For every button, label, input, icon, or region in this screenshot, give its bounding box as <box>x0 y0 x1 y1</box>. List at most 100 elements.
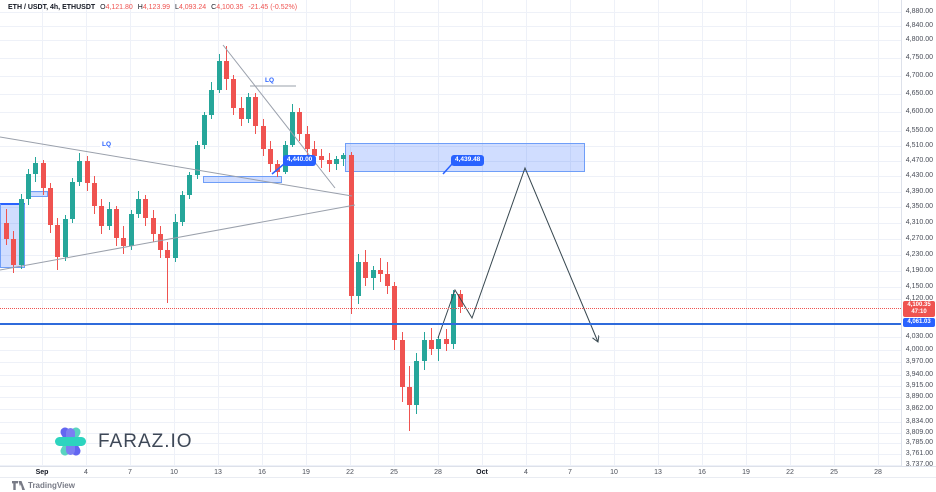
price-label-bubble[interactable]: 4,439.48 <box>451 155 485 166</box>
grid-line-v <box>482 0 483 466</box>
candle-body <box>33 162 39 175</box>
grid-line-h <box>0 191 901 193</box>
grid-line-h <box>0 454 901 456</box>
time-axis-label: 13 <box>214 469 222 476</box>
grid-line-h <box>0 238 901 240</box>
grid-line-h <box>0 443 901 445</box>
price-axis-label: 3,809.00 <box>905 428 933 436</box>
grid-line-h <box>0 93 901 95</box>
time-axis-label: 16 <box>258 469 266 476</box>
close-value: 4,100.35 <box>216 4 244 11</box>
grid-line-h <box>0 362 901 364</box>
time-axis-label: 25 <box>390 469 398 476</box>
candle-body <box>348 154 354 297</box>
hline-axis-label: 4,061.03 <box>903 318 935 327</box>
grid-line-h <box>0 465 901 466</box>
grid-line-h <box>0 270 901 272</box>
price-axis-label: 4,150.00 <box>905 283 933 291</box>
candle-body <box>260 126 266 149</box>
grid-line-v <box>394 0 395 466</box>
candle-body <box>135 198 141 215</box>
price-axis-label: 3,915.00 <box>905 382 933 389</box>
horizontal-price-line[interactable] <box>0 323 901 325</box>
candle-body <box>289 111 295 146</box>
price-axis-label: 3,940.00 <box>905 371 933 379</box>
low-key: L <box>175 4 179 11</box>
price-axis-label: 4,840.00 <box>905 21 933 29</box>
bottom-bar: TradingView <box>0 477 936 492</box>
grid-line-v <box>790 0 791 466</box>
candle-body <box>253 96 259 127</box>
grid-line-v <box>438 0 439 466</box>
grid-line-h <box>0 145 901 147</box>
price-axis-label: 3,890.00 <box>905 392 933 400</box>
last-price-value: 4,100.35 <box>907 302 931 308</box>
price-label-bubble[interactable]: 4,440.00 <box>283 155 317 166</box>
high-key: H <box>137 4 143 11</box>
candle-body <box>267 148 273 164</box>
candle-body <box>216 60 222 90</box>
candle-body <box>392 286 398 341</box>
supply-demand-zone[interactable] <box>28 191 48 197</box>
candle-body <box>150 218 156 234</box>
price-axis-label: 4,030.00 <box>905 332 933 340</box>
candle-body <box>443 338 449 345</box>
candle-body <box>451 294 457 345</box>
candle-body <box>370 269 376 279</box>
grid-line-v <box>86 0 87 466</box>
candle-body <box>143 198 149 219</box>
candle-body <box>245 96 251 119</box>
price-axis-label: 4,190.00 <box>905 266 933 274</box>
candle-body <box>18 199 24 265</box>
time-axis-label: 19 <box>302 469 310 476</box>
candle-body <box>333 158 339 164</box>
asterisk-icon <box>52 423 89 460</box>
time-axis-label: 16 <box>698 469 706 476</box>
candle-body <box>179 194 185 223</box>
tradingview-icon <box>12 481 25 490</box>
price-axis-label: 4,000.00 <box>905 345 933 353</box>
candle-body <box>121 237 127 246</box>
candle-body <box>209 89 215 116</box>
candle-wick <box>372 265 374 291</box>
candle-body <box>99 206 105 226</box>
grid-line-h <box>0 25 901 27</box>
grid-line-v <box>834 0 835 466</box>
price-axis-label: 4,600.00 <box>905 108 933 116</box>
chart-pane[interactable]: 4,440.00 4,439.48 LQ LQ <box>0 0 901 466</box>
time-axis-label: 10 <box>610 469 618 476</box>
time-axis-label: 4 <box>84 469 88 476</box>
candle-wick <box>167 241 169 303</box>
tradingview-attribution[interactable]: TradingView <box>12 481 75 490</box>
candle-body <box>62 218 68 257</box>
price-axis-label: 4,650.00 <box>905 89 933 97</box>
candle-body <box>275 164 281 172</box>
time-axis-label: 4 <box>524 469 528 476</box>
grid-line-h <box>0 75 901 77</box>
candle-body <box>194 145 200 176</box>
price-axis[interactable]: 4,100.35 47:10 4,061.03 4,880.00 4,840.00… <box>901 0 936 468</box>
grid-line-v <box>262 0 263 466</box>
supply-demand-zone[interactable] <box>203 176 282 183</box>
candle-body <box>385 274 391 287</box>
grid-line-h <box>0 386 901 387</box>
candle-body <box>84 160 90 184</box>
time-axis-label: Sep <box>35 469 49 476</box>
symbol-name: ETH / USDT, <box>8 4 49 11</box>
price-axis-label: 3,785.00 <box>905 439 933 447</box>
lq-label[interactable]: LQ <box>100 141 114 149</box>
candle-body <box>11 238 17 265</box>
candle-wick <box>438 336 440 362</box>
candle-body <box>69 181 75 219</box>
time-axis[interactable]: Sep 4 7 10 13 16 19 22 25 28 Oct 4 7 10 13 16 19 22 25 28 <box>0 466 936 477</box>
candle-body <box>355 261 361 297</box>
grid-line-h <box>0 396 901 398</box>
candle-body <box>223 60 229 79</box>
price-axis-label: 4,550.00 <box>905 126 933 134</box>
grid-line-v <box>878 0 879 466</box>
symbol-legend[interactable]: ETH / USDT, 4h, ETHUSDT O4,121.80 H4,123… <box>8 3 297 12</box>
price-axis-label: 4,270.00 <box>905 234 933 242</box>
candle-body <box>407 387 413 405</box>
lq-label[interactable]: LQ <box>263 77 277 85</box>
